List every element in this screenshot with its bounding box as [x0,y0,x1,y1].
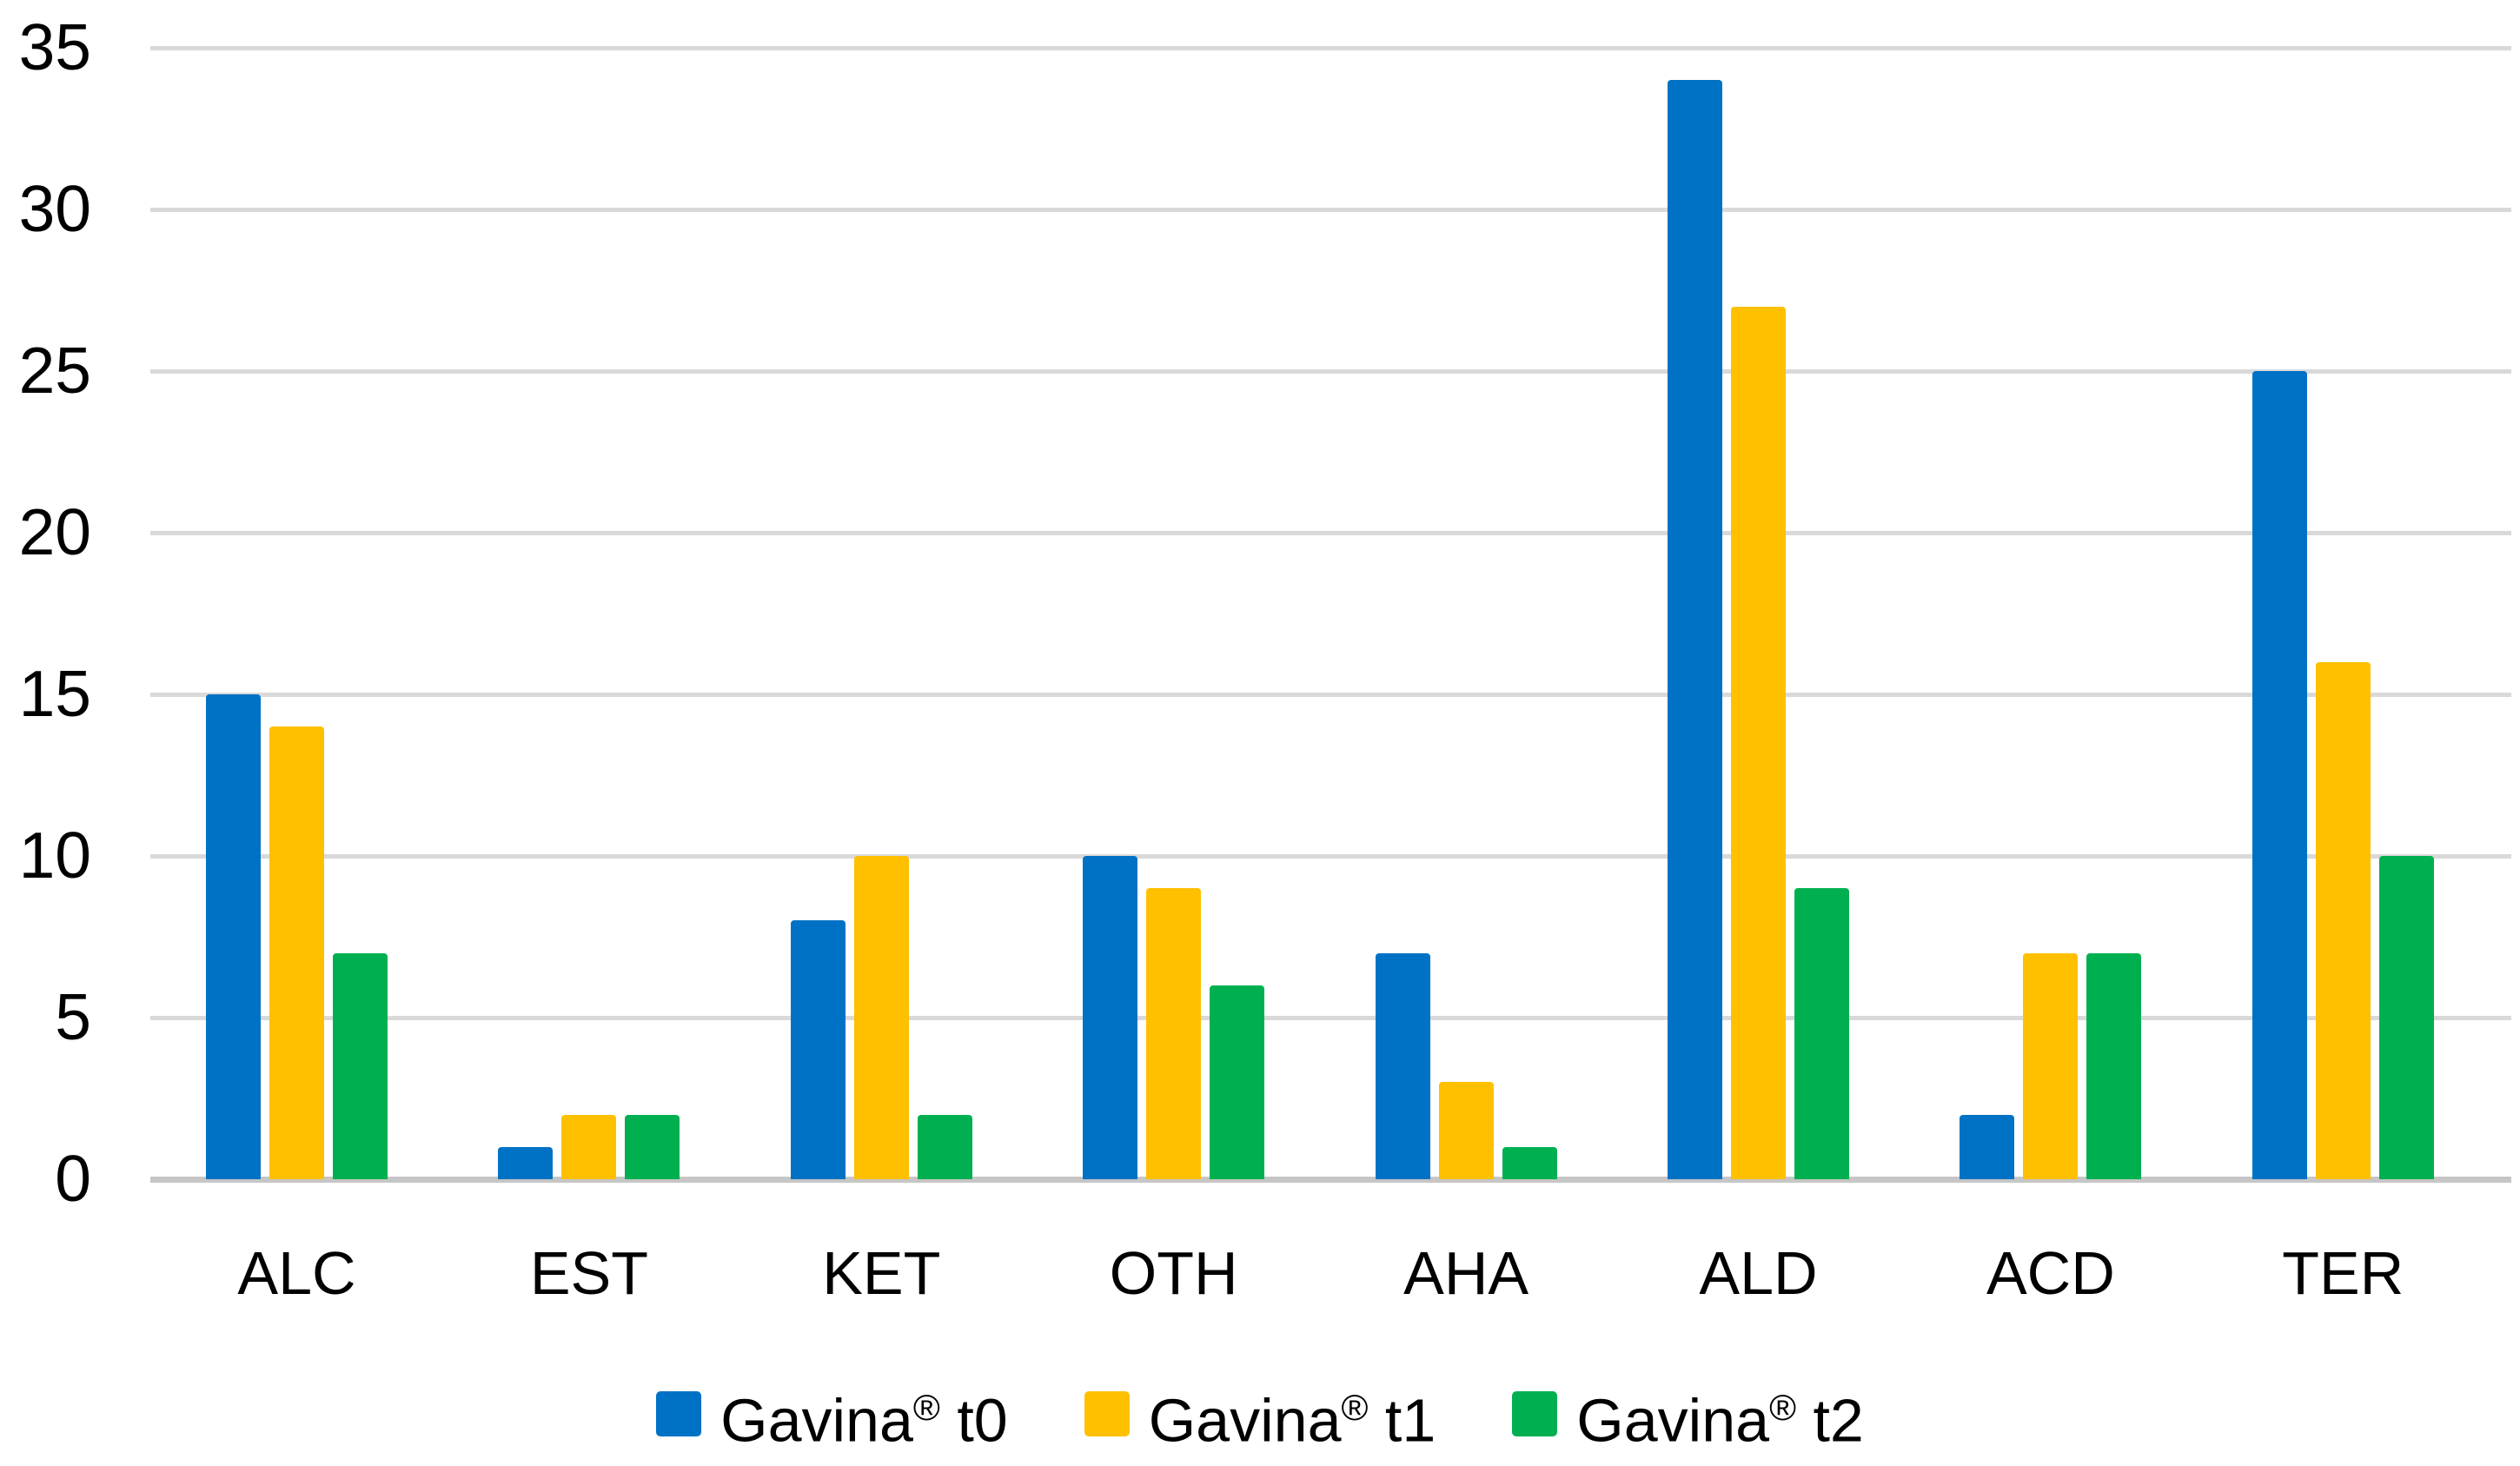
y-tick-label: 15 [18,657,91,730]
x-category-label-ter: TER [2282,1239,2404,1307]
y-tick-label: 20 [18,495,91,568]
gridline [150,1016,2511,1020]
legend-label: Gavina® t2 [1576,1386,1864,1455]
bar-aha-series0 [1375,952,1430,1179]
legend-entry-series0: Gavina® t0 [656,1373,1008,1455]
x-category-label-aha: AHA [1403,1239,1529,1307]
bar-acd-series0 [1960,1114,2015,1179]
legend-swatch-icon [656,1391,702,1437]
bar-aha-series2 [1502,1146,1557,1179]
bar-oth-series2 [1210,985,1265,1179]
legend-label: Gavina® t0 [720,1386,1008,1455]
bar-ket-series2 [917,1114,972,1179]
bar-ald-series2 [1794,888,1849,1179]
y-tick-label: 0 [55,1142,91,1215]
gridline [150,208,2511,212]
y-tick-label: 25 [18,334,91,407]
y-tick-label: 35 [18,10,91,83]
bar-aha-series1 [1438,1082,1494,1179]
y-tick-label: 5 [55,980,91,1053]
legend-entry-series2: Gavina® t2 [1512,1373,1864,1455]
bar-oth-series0 [1083,856,1138,1179]
bar-alc-series1 [269,726,324,1179]
x-category-label-oth: OTH [1109,1239,1238,1307]
gridline [150,369,2511,374]
bar-ket-series0 [790,920,846,1179]
bar-acd-series2 [2086,952,2142,1179]
x-category-label-est: EST [529,1239,648,1307]
x-category-label-alc: ALC [237,1239,356,1307]
legend: Gavina® t0 Gavina® t1 Gavina® t2 [0,1373,2520,1455]
x-category-label-acd: ACD [1986,1239,2115,1307]
bar-est-series0 [498,1146,554,1179]
x-axis-line [150,1177,2511,1183]
bar-ter-series2 [2378,856,2434,1179]
x-category-label-ket: KET [822,1239,941,1307]
gridline [150,46,2511,50]
legend-swatch-icon [1084,1391,1130,1437]
bar-ald-series0 [1668,80,1722,1179]
bar-ket-series1 [853,856,909,1179]
bar-alc-series0 [206,694,261,1179]
legend-entry-series1: Gavina® t1 [1084,1373,1436,1455]
bar-ter-series0 [2251,371,2307,1179]
x-category-label-ald: ALD [1699,1239,1818,1307]
y-tick-label: 10 [18,819,91,892]
bar-est-series2 [625,1114,680,1179]
legend-label: Gavina® t1 [1148,1386,1436,1455]
bar-ter-series1 [2315,661,2371,1179]
gridline [150,693,2511,697]
y-tick-label: 30 [18,172,91,245]
bar-oth-series1 [1146,888,1202,1179]
bar-ald-series1 [1731,306,1786,1179]
gridline [150,854,2511,859]
legend-swatch-icon [1512,1391,1558,1437]
gridline [150,531,2511,535]
bar-est-series1 [561,1114,617,1179]
bar-acd-series1 [2023,952,2079,1179]
bar-alc-series2 [333,952,388,1179]
